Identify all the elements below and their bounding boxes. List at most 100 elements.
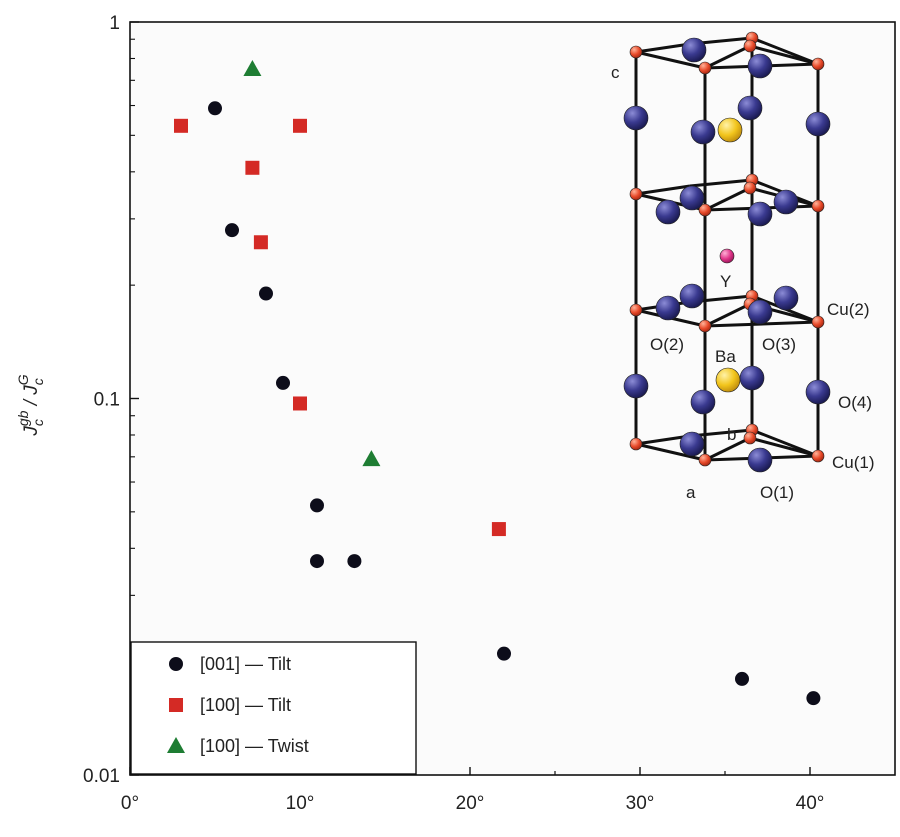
x-tick-label: 40°	[796, 793, 825, 814]
y-tick-label: 0.1	[94, 390, 120, 411]
bond	[704, 302, 751, 328]
plot-frame	[129, 21, 896, 776]
data-point	[347, 554, 362, 569]
label-c: c	[611, 63, 620, 82]
bond	[635, 442, 706, 462]
label-o4: O(4)	[838, 393, 872, 412]
y-atom	[719, 248, 735, 264]
axes: 0° 10° 20° 30° 40° 0.01 0.1 1 Jcgb / JcG	[15, 13, 824, 814]
o-atom	[690, 119, 716, 145]
bond	[635, 50, 706, 70]
o-atom	[747, 201, 773, 227]
cu-atom	[743, 181, 757, 195]
legend: [001] — Tilt [100] — Tilt [100] — Twist	[130, 641, 417, 775]
label-ba: Ba	[715, 347, 736, 366]
o-atom	[805, 111, 831, 137]
o-atom	[623, 105, 649, 131]
data-point	[310, 498, 324, 513]
y-axis-label: Jcgb / JcG	[15, 374, 46, 436]
series-triangle	[243, 60, 381, 467]
legend-label: [100] — Tilt	[200, 695, 291, 715]
ba-atom	[717, 117, 743, 143]
series-circle	[208, 101, 821, 706]
bond	[751, 428, 819, 458]
data-point	[293, 118, 307, 133]
o-atom	[747, 447, 773, 473]
label-y: Y	[720, 272, 731, 291]
o-atom	[739, 365, 765, 391]
x-tick-label: 20°	[456, 793, 485, 814]
cu-atom	[698, 319, 712, 333]
legend-marker	[167, 737, 185, 753]
legend-label: [001] — Tilt	[200, 654, 291, 674]
cu-atom	[629, 303, 643, 317]
legend-marker	[169, 657, 183, 671]
crystal-structure-inset: c Y Ba O(2) O(3) Cu(2) O(4) b Cu(1) a O(1)	[611, 31, 875, 502]
cu-atom	[811, 315, 825, 329]
o-atom	[655, 199, 681, 225]
o-atom	[681, 37, 707, 63]
data-point	[208, 101, 222, 116]
cu-atom	[629, 45, 643, 59]
y-tick-label: 0.01	[83, 766, 120, 787]
legend-marker	[169, 698, 183, 712]
data-point	[497, 646, 511, 661]
x-tick-label: 30°	[626, 793, 655, 814]
cu-atom	[743, 431, 757, 445]
data-point	[174, 118, 188, 133]
label-a: a	[686, 483, 696, 502]
o-atom	[773, 189, 799, 215]
data-point	[806, 691, 821, 706]
data-point	[243, 60, 262, 77]
o-atom	[805, 379, 831, 405]
o-atom	[773, 285, 799, 311]
x-tick-label: 0°	[121, 793, 139, 814]
cu-atom	[698, 61, 712, 75]
data-points	[174, 60, 821, 706]
o-atom	[623, 373, 649, 399]
o-atom	[679, 431, 705, 457]
data-point	[225, 223, 239, 238]
bond	[704, 186, 751, 212]
bond	[689, 178, 753, 188]
series-square	[174, 118, 506, 537]
data-point	[735, 671, 749, 686]
o-atom	[737, 95, 763, 121]
label-b: b	[727, 425, 736, 444]
unit-cell-atoms	[623, 31, 831, 473]
legend-label: [100] — Twist	[200, 736, 309, 756]
cu-atom	[811, 199, 825, 213]
o-atom	[747, 53, 773, 79]
cu-atom	[698, 453, 712, 467]
data-point	[259, 286, 273, 301]
label-cu1: Cu(1)	[832, 453, 875, 472]
bond	[635, 434, 691, 446]
label-o3: O(3)	[762, 335, 796, 354]
label-cu2: Cu(2)	[827, 300, 870, 319]
bond	[704, 436, 751, 462]
data-point	[491, 522, 506, 537]
cu-atom	[629, 437, 643, 451]
data-point	[276, 375, 290, 390]
x-tick-label: 10°	[286, 793, 315, 814]
label-o1: O(1)	[760, 483, 794, 502]
o-atom	[679, 185, 705, 211]
bond	[635, 42, 691, 54]
cu-atom	[811, 57, 825, 71]
o-atom	[679, 283, 705, 309]
cu-atom	[743, 39, 757, 53]
bond	[704, 44, 751, 70]
data-point	[245, 160, 260, 175]
label-o2: O(2)	[650, 335, 684, 354]
o-atom	[747, 299, 773, 325]
data-point	[253, 235, 268, 250]
cu-atom	[698, 203, 712, 217]
ba-atom	[715, 367, 741, 393]
cu-atom	[629, 187, 643, 201]
y-tick-label: 1	[109, 13, 120, 34]
o-atom	[690, 389, 716, 415]
cu-atom	[811, 449, 825, 463]
bond	[751, 36, 819, 66]
data-point	[293, 396, 307, 411]
